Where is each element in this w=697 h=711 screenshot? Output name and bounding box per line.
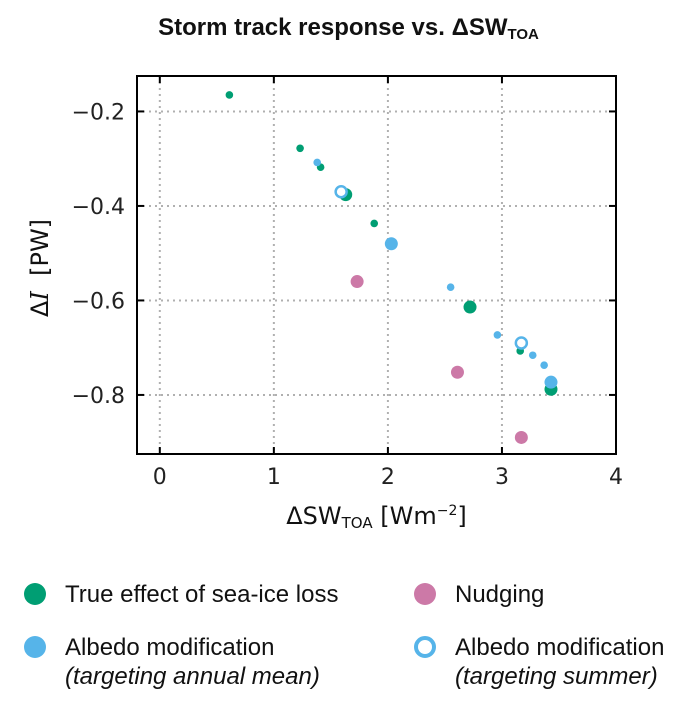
data-point bbox=[514, 430, 528, 444]
x-tick-label: 3 bbox=[495, 465, 509, 490]
data-point bbox=[296, 144, 304, 153]
data-point bbox=[528, 351, 537, 360]
legend-note-albedo-summer: (targeting summer) bbox=[455, 663, 658, 690]
grid-lines bbox=[137, 76, 617, 454]
legend-marker-green bbox=[24, 583, 46, 605]
data-point bbox=[493, 331, 502, 339]
data-point bbox=[540, 361, 548, 369]
data-point bbox=[544, 375, 558, 389]
data-point bbox=[225, 91, 234, 99]
legend-marker-blue bbox=[24, 636, 46, 658]
data-point-hollow bbox=[334, 185, 348, 199]
legend-label-true-effect: True effect of sea-ice loss bbox=[65, 581, 339, 608]
data-points bbox=[225, 91, 558, 444]
legend-note-albedo-annual: (targeting annual mean) bbox=[65, 663, 320, 690]
legend-item-nudging: Nudging bbox=[414, 580, 544, 609]
y-axis-label-delta: Δ bbox=[26, 300, 54, 318]
chart-title-main: Storm track response vs. ΔSW bbox=[158, 14, 508, 41]
legend-item-albedo-summer: Albedo modification (targeting summer) bbox=[414, 633, 664, 691]
x-axis-label-exponent: −2 bbox=[436, 503, 458, 519]
data-point bbox=[450, 365, 464, 379]
plot-area-frame bbox=[136, 75, 617, 455]
x-axis-label-unit: [Wm bbox=[372, 502, 437, 530]
x-tick-label: 2 bbox=[381, 465, 395, 490]
data-point bbox=[370, 219, 379, 228]
chart-title: Storm track response vs. ΔSWTOA bbox=[0, 14, 697, 43]
y-tick-label: −0.6 bbox=[72, 289, 125, 314]
legend-item-true-effect: True effect of sea-ice loss bbox=[24, 580, 338, 609]
legend-label-albedo-annual: Albedo modification bbox=[65, 634, 275, 661]
x-axis-label-subscript: TOA bbox=[341, 514, 373, 532]
data-point-hollow bbox=[514, 336, 529, 350]
y-tick-label: −0.8 bbox=[72, 384, 125, 409]
chart-title-subscript: TOA bbox=[507, 26, 539, 43]
y-axis-label-variable: I bbox=[26, 291, 54, 301]
data-point bbox=[463, 300, 477, 314]
data-point bbox=[350, 275, 364, 289]
x-axis-label-close: ] bbox=[457, 502, 467, 530]
legend-marker-pink bbox=[414, 583, 436, 605]
legend-item-albedo-annual: Albedo modification (targeting annual me… bbox=[24, 633, 320, 691]
axis-ticks: 0 1 2 3 4 −0.2 −0.4 −0.6 −0.8 bbox=[72, 76, 623, 490]
x-tick-label: 4 bbox=[609, 465, 623, 490]
legend-label-nudging: Nudging bbox=[455, 581, 545, 608]
y-tick-label: −0.2 bbox=[72, 100, 125, 125]
x-tick-label: 0 bbox=[153, 465, 167, 490]
data-point bbox=[446, 283, 455, 292]
data-point bbox=[313, 158, 321, 167]
data-point bbox=[384, 237, 398, 251]
y-tick-label: −0.4 bbox=[72, 195, 125, 220]
y-axis-label-unit: [PW] bbox=[26, 218, 54, 292]
x-axis-label: ΔSWTOA [Wm−2] bbox=[137, 502, 616, 532]
legend-label-albedo-summer: Albedo modification bbox=[455, 634, 665, 661]
legend-marker-blue-hollow bbox=[414, 636, 436, 658]
x-axis-label-main: ΔSW bbox=[286, 502, 342, 530]
x-tick-label: 1 bbox=[267, 465, 281, 490]
